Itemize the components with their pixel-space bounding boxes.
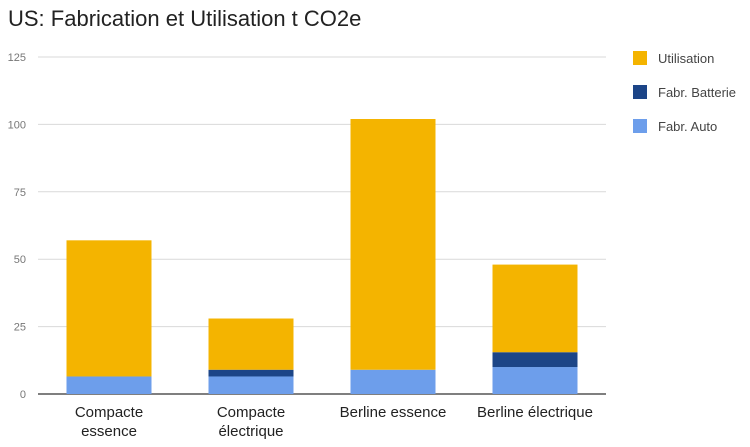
y-tick-label: 50 (14, 254, 26, 266)
bar-segment (350, 369, 436, 394)
legend-label: Fabr. Batterie (658, 85, 736, 100)
bar-segment (492, 352, 578, 368)
bar-segment (66, 240, 152, 377)
legend-swatch (633, 119, 647, 133)
chart-title: US: Fabrication et Utilisation t CO2e (8, 6, 362, 31)
y-tick-label: 0 (20, 389, 26, 401)
bar-segment (208, 369, 294, 377)
y-tick-label: 75 (14, 187, 26, 199)
x-tick-label: Berline essence (340, 404, 447, 421)
x-tick-label: Compacte électrique (217, 404, 285, 440)
legend-swatch (633, 85, 647, 99)
legend-label: Fabr. Auto (658, 119, 717, 134)
bar-segment (492, 264, 578, 353)
legend-label: Utilisation (658, 51, 714, 66)
y-tick-label: 25 (14, 322, 26, 334)
bar-segment (350, 119, 436, 370)
bar-segment (66, 376, 152, 394)
bar-segment (208, 376, 294, 394)
y-tick-label: 125 (8, 52, 26, 64)
x-tick-label: Compacte essence (75, 404, 143, 440)
legend-swatch (633, 51, 647, 65)
x-tick-label: Berline électrique (477, 404, 593, 421)
bar-segment (492, 367, 578, 394)
y-tick-label: 100 (8, 119, 26, 131)
bar-segment (208, 318, 294, 370)
